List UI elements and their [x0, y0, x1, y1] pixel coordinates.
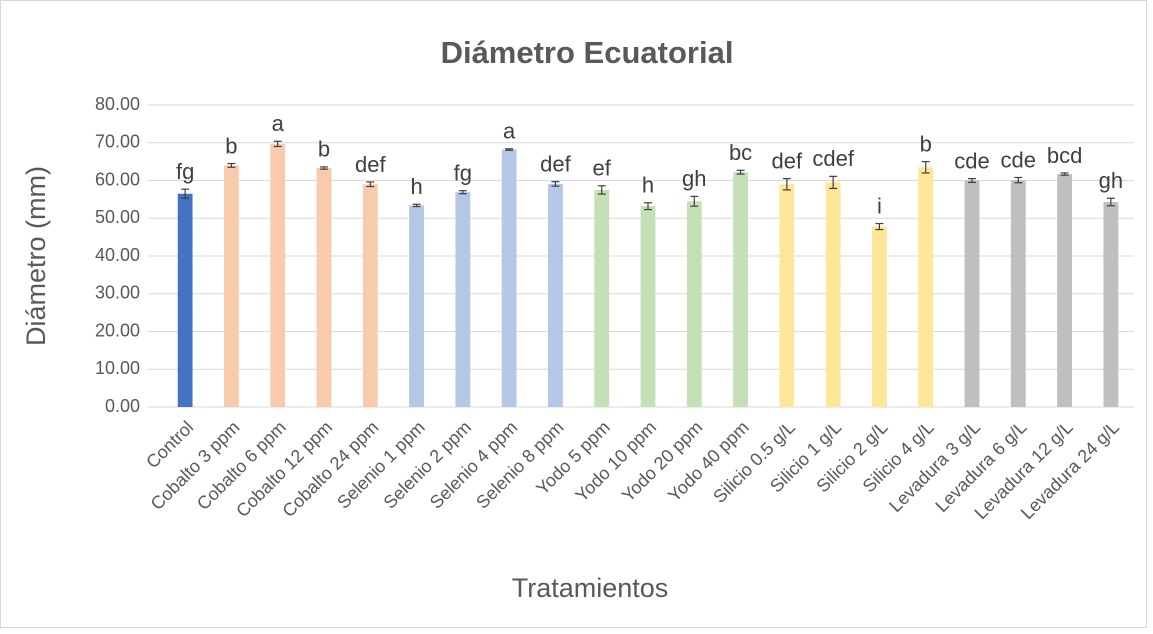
significance-label: cde: [1001, 147, 1036, 172]
bar: [872, 226, 887, 407]
significance-label: bc: [729, 140, 752, 165]
bar: [1010, 180, 1026, 407]
bar: [548, 183, 563, 407]
significance-label: b: [318, 137, 330, 162]
significance-label: gh: [682, 166, 706, 191]
bar: [409, 205, 424, 407]
bar: [918, 167, 934, 407]
bar: [1103, 202, 1119, 407]
bar: [362, 184, 378, 407]
significance-label: bcd: [1047, 143, 1082, 168]
bar: [270, 143, 286, 407]
bar: [501, 149, 517, 408]
chart-title: Diámetro Ecuatorial: [441, 35, 734, 70]
y-tick-label: 40.00: [95, 245, 140, 265]
bar: [224, 165, 239, 407]
y-axis-label: Diámetro (mm): [21, 166, 51, 346]
significance-label: i: [877, 193, 882, 218]
y-tick-label: 80.00: [95, 94, 140, 114]
y-tick-label: 30.00: [95, 283, 140, 303]
y-tick-label: 50.00: [95, 207, 140, 227]
bar: [316, 168, 332, 407]
significance-label: cde: [954, 148, 989, 173]
bar: [455, 192, 471, 407]
bar: [825, 182, 841, 407]
bar: [177, 193, 193, 407]
significance-label: gh: [1099, 168, 1123, 193]
significance-label: def: [540, 151, 571, 176]
bar: [779, 184, 795, 407]
significance-label: cdef: [812, 146, 854, 171]
y-tick-label: 10.00: [95, 358, 140, 378]
significance-label: a: [503, 119, 516, 144]
significance-label: a: [272, 111, 285, 136]
bar: [594, 189, 610, 407]
significance-label: b: [920, 131, 932, 156]
bar: [733, 172, 748, 407]
y-tick-label: 20.00: [95, 320, 140, 340]
bar: [640, 206, 656, 407]
y-tick-label: 60.00: [95, 169, 140, 189]
y-tick-label: 70.00: [95, 132, 140, 152]
significance-label: def: [772, 148, 803, 173]
significance-label: fg: [454, 161, 472, 186]
significance-label: b: [225, 133, 237, 158]
significance-label: def: [355, 152, 386, 177]
bar: [686, 201, 702, 407]
bar: [1057, 174, 1072, 407]
x-axis-label: Tratamientos: [512, 573, 669, 603]
significance-label: h: [410, 174, 422, 199]
significance-label: fg: [176, 159, 194, 184]
significance-label: h: [642, 173, 654, 198]
significance-label: ef: [593, 156, 612, 181]
y-tick-label: 0.00: [105, 396, 140, 416]
bar: [964, 180, 980, 407]
